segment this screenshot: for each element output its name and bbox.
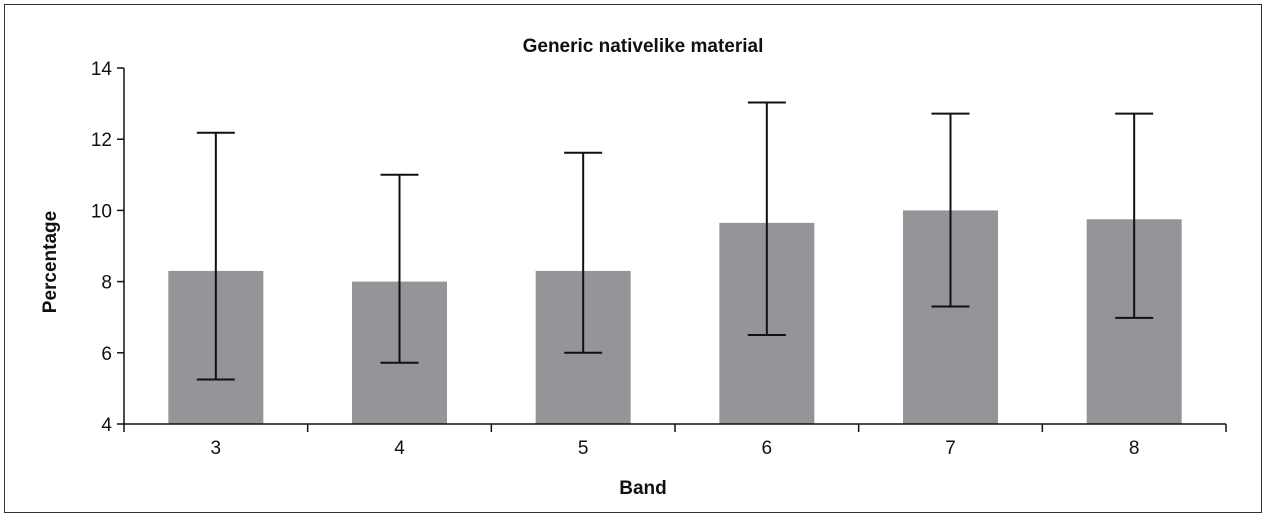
x-tick-label: 7	[945, 438, 956, 459]
error-bars-group	[196, 101, 1154, 381]
x-tick-label: 3	[211, 438, 222, 459]
error-bar-6	[747, 101, 786, 336]
x-tick-label: 8	[1129, 438, 1140, 459]
y-axis-title: Percentage	[40, 211, 61, 313]
y-tick-label: 6	[101, 344, 112, 365]
error-bar-4	[380, 173, 419, 364]
chart-title: Generic nativelike material	[523, 36, 764, 57]
y-tick-label: 10	[91, 201, 112, 222]
y-tick-label: 14	[91, 59, 113, 80]
x-tick-label: 5	[578, 438, 589, 459]
x-axis: 3 4 5 6 7 8	[123, 423, 1227, 459]
x-tick-label: 4	[394, 438, 405, 459]
error-bar-5	[564, 151, 603, 354]
error-bar-7	[931, 112, 970, 308]
y-axis: 4 6 8 10 12 14	[91, 59, 125, 436]
x-axis-title: Band	[619, 478, 667, 499]
error-bar-8	[1115, 112, 1154, 319]
error-bar-3	[196, 131, 235, 381]
bars-group	[168, 210, 1182, 424]
y-tick-label: 12	[91, 130, 112, 151]
chart-frame	[4, 4, 1262, 513]
x-tick-label: 6	[762, 438, 773, 459]
y-tick-label: 4	[101, 415, 112, 436]
y-tick-label: 8	[101, 273, 112, 294]
